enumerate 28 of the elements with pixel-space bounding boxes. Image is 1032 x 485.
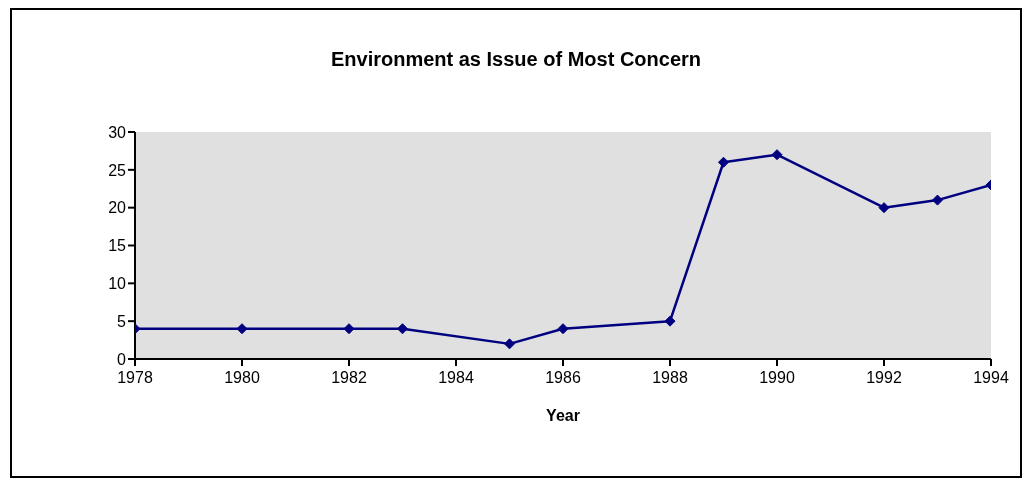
x-tick-label: 1986 — [545, 369, 581, 387]
point — [771, 149, 783, 161]
y-tick-label: 20 — [108, 199, 127, 217]
point — [718, 156, 729, 168]
x-tick-label: 1988 — [652, 369, 688, 387]
x-tick-label: 1990 — [759, 369, 795, 387]
chart-title: Environment as Issue of Most Concern — [329, 48, 703, 71]
point — [878, 202, 890, 214]
y-tick-label: 15 — [108, 237, 127, 255]
y-tick-label: 10 — [108, 275, 127, 293]
point — [557, 323, 569, 335]
x-tick-label: 1980 — [224, 369, 260, 387]
point — [664, 315, 676, 327]
point — [504, 338, 515, 350]
x-tick-label: 1994 — [973, 369, 1009, 387]
x-tick-label: 1992 — [866, 369, 902, 387]
point — [236, 323, 248, 335]
y-tick-label: 25 — [108, 161, 127, 179]
x-tick-label: 1982 — [331, 369, 367, 387]
x-tick-label: 1984 — [438, 369, 474, 387]
y-tick-label: 5 — [117, 312, 127, 330]
x-tick-label: 1978 — [117, 369, 153, 387]
point — [932, 194, 943, 206]
y-tick-label: 30 — [108, 123, 127, 141]
x-axis-title: Year — [546, 407, 580, 424]
point — [343, 323, 355, 335]
point — [397, 323, 408, 335]
y-tick-label: 0 — [117, 350, 127, 368]
